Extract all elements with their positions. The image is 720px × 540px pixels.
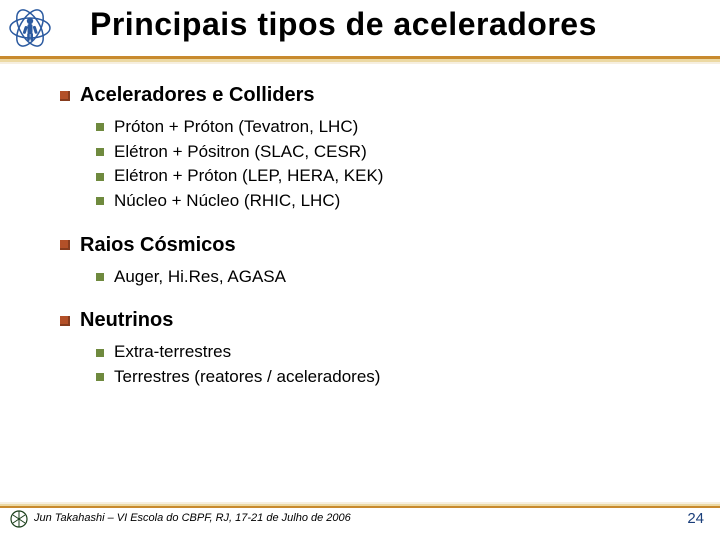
section-heading-text: Raios Cósmicos <box>80 234 236 257</box>
square-bullet-icon <box>60 316 70 326</box>
slide-title: Principais tipos de aceleradores <box>90 6 700 43</box>
list-item: Próton + Próton (Tevatron, LHC) <box>96 115 680 140</box>
slide: Principais tipos de aceleradores Acelera… <box>0 0 720 540</box>
content-area: Aceleradores e Colliders Próton + Próton… <box>60 84 680 409</box>
list-item: Terrestres (reatores / aceleradores) <box>96 365 680 390</box>
page-number: 24 <box>687 510 704 527</box>
list-item-text: Terrestres (reatores / aceleradores) <box>114 365 380 390</box>
list-item: Extra-terrestres <box>96 340 680 365</box>
section-neutrinos: Neutrinos Extra-terrestres Terrestres (r… <box>60 309 680 389</box>
square-bullet-icon <box>96 148 104 156</box>
list-item-text: Núcleo + Núcleo (RHIC, LHC) <box>114 189 340 214</box>
list-item: Elétron + Pósitron (SLAC, CESR) <box>96 140 680 165</box>
footer-rule <box>0 502 720 508</box>
section-heading: Raios Cósmicos <box>60 234 680 257</box>
list-item-text: Extra-terrestres <box>114 340 231 365</box>
list-item-text: Elétron + Pósitron (SLAC, CESR) <box>114 140 367 165</box>
header-logo <box>8 6 52 50</box>
square-bullet-icon <box>96 197 104 205</box>
section-heading: Aceleradores e Colliders <box>60 84 680 107</box>
square-bullet-icon <box>60 91 70 101</box>
footer-logo <box>10 510 28 528</box>
square-bullet-icon <box>96 373 104 381</box>
square-bullet-icon <box>60 240 70 250</box>
square-bullet-icon <box>96 123 104 131</box>
square-bullet-icon <box>96 173 104 181</box>
section-aceleradores: Aceleradores e Colliders Próton + Próton… <box>60 84 680 214</box>
section-heading: Neutrinos <box>60 309 680 332</box>
title-underline <box>0 56 720 64</box>
section-heading-text: Neutrinos <box>80 309 173 332</box>
sub-list: Auger, Hi.Res, AGASA <box>96 265 680 290</box>
square-bullet-icon <box>96 349 104 357</box>
sub-list: Extra-terrestres Terrestres (reatores / … <box>96 340 680 389</box>
footer-text: Jun Takahashi – VI Escola do CBPF, RJ, 1… <box>34 512 351 524</box>
sub-list: Próton + Próton (Tevatron, LHC) Elétron … <box>96 115 680 214</box>
list-item: Núcleo + Núcleo (RHIC, LHC) <box>96 189 680 214</box>
footer: Jun Takahashi – VI Escola do CBPF, RJ, 1… <box>0 502 720 530</box>
list-item-text: Elétron + Próton (LEP, HERA, KEK) <box>114 164 383 189</box>
section-raios: Raios Cósmicos Auger, Hi.Res, AGASA <box>60 234 680 290</box>
square-bullet-icon <box>96 273 104 281</box>
list-item: Elétron + Próton (LEP, HERA, KEK) <box>96 164 680 189</box>
list-item-text: Auger, Hi.Res, AGASA <box>114 265 286 290</box>
list-item: Auger, Hi.Res, AGASA <box>96 265 680 290</box>
section-heading-text: Aceleradores e Colliders <box>80 84 315 107</box>
list-item-text: Próton + Próton (Tevatron, LHC) <box>114 115 358 140</box>
